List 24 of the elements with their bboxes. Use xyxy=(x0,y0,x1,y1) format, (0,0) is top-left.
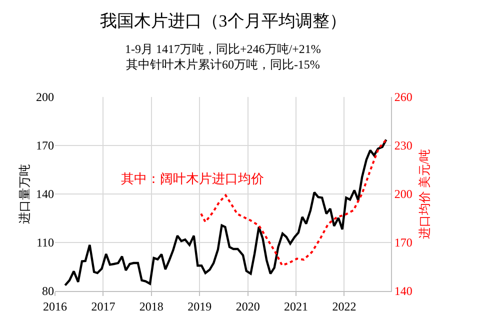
line-series xyxy=(200,139,387,266)
x-tick-label: 2021 xyxy=(284,299,308,314)
y2-axis-title: 进口均价 美元/吨 xyxy=(417,148,432,240)
y-axis-title: 进口量万吨 xyxy=(17,164,32,224)
line-series xyxy=(64,138,388,286)
x-tick-label: 2019 xyxy=(188,299,212,314)
y-tick-label: 170 xyxy=(36,138,54,153)
x-tick-label: 2022 xyxy=(332,299,356,314)
x-tick-label: 2017 xyxy=(91,299,116,314)
y-tick-label: 110 xyxy=(36,236,54,250)
y2-tick-label: 170 xyxy=(394,236,412,250)
y2-tick-label: 260 xyxy=(394,90,412,104)
annotation: 其中：阔叶木片进口均价 xyxy=(121,171,264,186)
x-tick-label: 2020 xyxy=(236,299,260,314)
y-tick-label: 80 xyxy=(42,284,54,298)
y-tick-label: 140 xyxy=(36,187,54,202)
x-tick-label: 2016 xyxy=(43,299,67,314)
y2-tick-label: 230 xyxy=(394,138,412,153)
chart-title: 我国木片进口（3个月平均调整） xyxy=(100,12,346,31)
x-tick-label: 2018 xyxy=(139,299,164,314)
y-tick-label: 200 xyxy=(36,90,54,104)
y2-tick-label: 140 xyxy=(394,284,412,298)
y2-tick-label: 200 xyxy=(394,187,412,202)
chart-subtitle: 1-9月 1417万吨，同比+246万吨/+21% 其中针叶木片累计60万吨，同比-15% xyxy=(125,42,321,72)
